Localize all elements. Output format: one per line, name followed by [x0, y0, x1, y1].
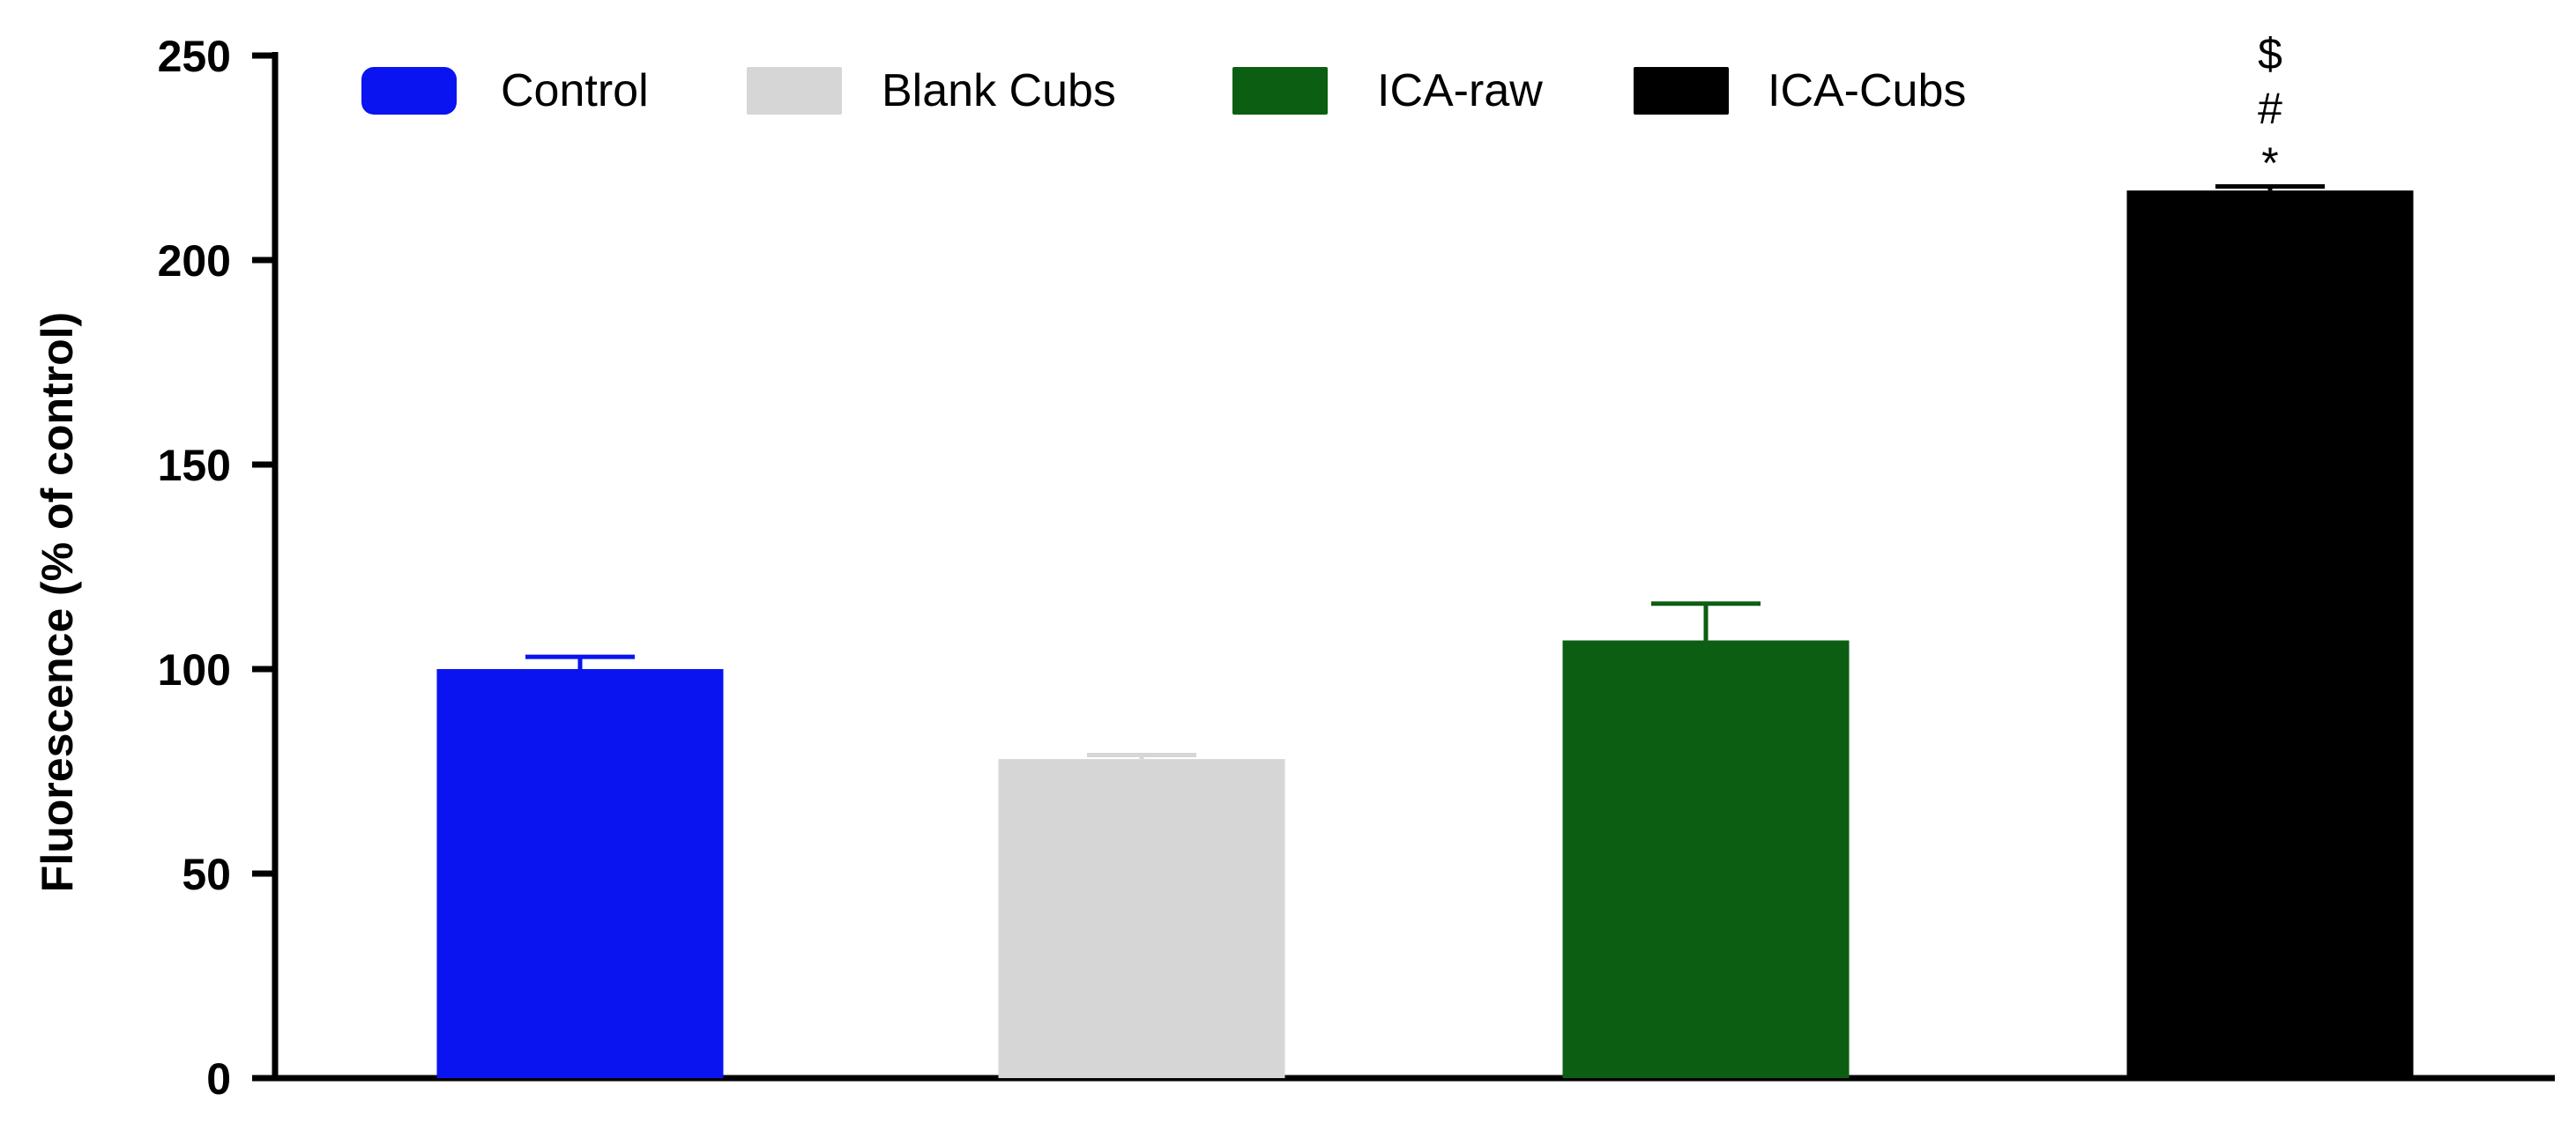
y-tick-label: 50: [182, 850, 231, 899]
bars: [436, 183, 2414, 1078]
y-tick-label: 200: [158, 236, 231, 286]
significance-annotations: $ # *: [2258, 29, 2282, 188]
y-tick-label: 100: [158, 645, 231, 695]
legend-swatch-control: [361, 67, 457, 115]
legend-swatch-ica-cubs: [1634, 67, 1729, 115]
legend: Control Blank Cubs ICA-raw ICA-Cubs: [361, 65, 1966, 116]
bar-ica-cubs: [2126, 190, 2414, 1078]
y-tick-label: 250: [158, 32, 231, 81]
legend-swatch-blank-cubs: [747, 67, 842, 115]
y-tick-label: 0: [206, 1054, 231, 1104]
significance-mark: *: [2261, 138, 2278, 188]
legend-swatch-ica-raw: [1232, 67, 1328, 115]
significance-mark: #: [2258, 84, 2282, 133]
legend-label-control: Control: [501, 65, 649, 116]
legend-label-ica-cubs: ICA-Cubs: [1768, 65, 1966, 116]
y-tick-label: 150: [158, 441, 231, 490]
bar-blank-cubs: [998, 759, 1285, 1078]
y-axis-title: Fluorescence (% of control): [33, 312, 82, 892]
legend-label-ica-raw: ICA-raw: [1377, 65, 1543, 116]
bar-ica-raw: [1562, 640, 1850, 1078]
bar-control: [436, 669, 724, 1078]
legend-label-blank-cubs: Blank Cubs: [882, 65, 1116, 116]
significance-mark: $: [2258, 29, 2282, 78]
